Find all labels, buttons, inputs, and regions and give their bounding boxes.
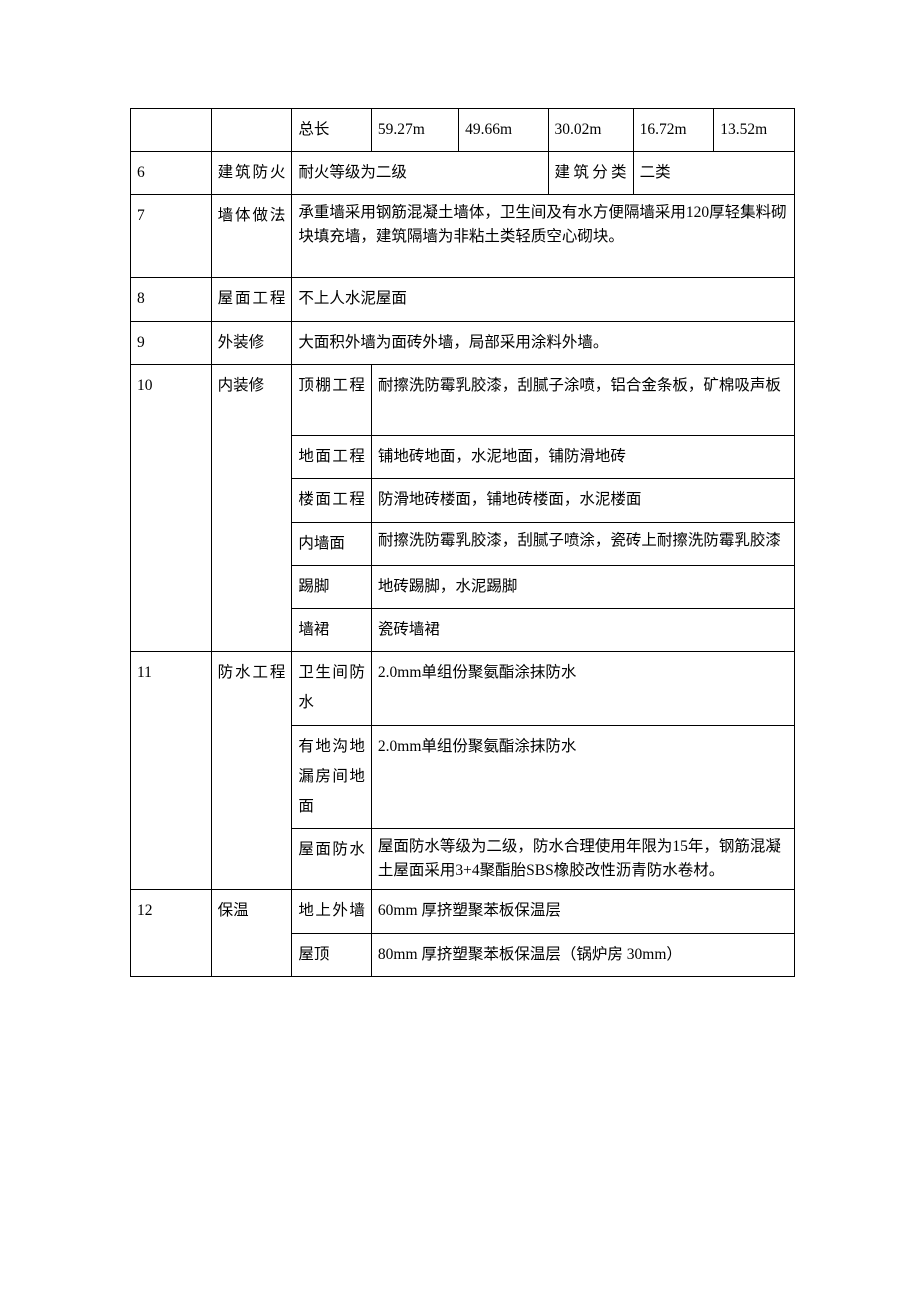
cell-body: 耐擦洗防霉乳胶漆，刮腻子涂喷，铝合金条板，矿棉吸声板 (371, 364, 794, 435)
cell-cat: 内装修 (211, 364, 292, 651)
label-text: 卫生间防水 (298, 664, 365, 711)
cell-sublabel: 有地沟地漏房间地面 (292, 725, 372, 829)
cell-body: 铺地砖地面，水泥地面，铺防滑地砖 (371, 436, 794, 479)
cell-sublabel: 墙裙 (292, 609, 372, 652)
label-text: 楼面工程 (298, 491, 365, 508)
cell-body: 60mm 厚挤塑聚苯板保温层 (371, 890, 794, 933)
cell-sublabel: 内墙面 (292, 522, 372, 565)
cell-value: 16.72m (633, 109, 714, 152)
cell-sublabel: 顶棚工程 (292, 364, 372, 435)
label-text: 屋面防水 (298, 841, 365, 858)
table-row: 11 防水工程 卫生间防水 2.0mm单组份聚氨酯涂抹防水 (131, 652, 795, 725)
cell-num: 10 (131, 364, 212, 651)
cell-label: 总长 (292, 109, 372, 152)
cell-num: 8 (131, 278, 212, 321)
table-row: 总长 59.27m 49.66m 30.02m 16.72m 13.52m (131, 109, 795, 152)
cell-blank (131, 109, 212, 152)
spec-table: 总长 59.27m 49.66m 30.02m 16.72m 13.52m 6 … (130, 108, 795, 977)
cat-text: 墙体做法 (218, 207, 286, 224)
cell-cat: 外装修 (211, 321, 292, 364)
cell-num: 6 (131, 152, 212, 195)
cell-num: 12 (131, 890, 212, 976)
cell-num: 11 (131, 652, 212, 890)
table-row: 9 外装修 大面积外墙为面砖外墙，局部采用涂料外墙。 (131, 321, 795, 364)
document-page: 总长 59.27m 49.66m 30.02m 16.72m 13.52m 6 … (0, 0, 920, 1302)
cell-sublabel: 踢脚 (292, 565, 372, 608)
cell-body: 防滑地砖楼面，铺地砖楼面，水泥楼面 (371, 479, 794, 522)
cell-body: 地砖踢脚，水泥踢脚 (371, 565, 794, 608)
cell-cat: 建筑防火 (211, 152, 292, 195)
cell-sublabel: 地面工程 (292, 436, 372, 479)
cell-value: 30.02m (548, 109, 633, 152)
cell-body: 大面积外墙为面砖外墙，局部采用涂料外墙。 (292, 321, 795, 364)
cell-body: 承重墙采用钢筋混凝土墙体，卫生间及有水方便隔墙采用120厚轻集料砌块填充墙，建筑… (292, 195, 795, 278)
cell-num: 7 (131, 195, 212, 278)
cell-body: 屋面防水等级为二级，防水合理使用年限为15年，钢筋混凝土屋面采用3+4聚酯胎SB… (371, 829, 794, 890)
cat-text: 建筑防火 (218, 164, 286, 181)
cat-text: 防水工程 (218, 664, 286, 681)
label-text: 顶棚工程 (298, 377, 365, 394)
cell-body: 80mm 厚挤塑聚苯板保温层（锅炉房 30mm） (371, 933, 794, 976)
cell-blank (211, 109, 292, 152)
cell-body: 2.0mm单组份聚氨酯涂抹防水 (371, 725, 794, 829)
cell-sublabel: 屋顶 (292, 933, 372, 976)
cell-cat: 墙体做法 (211, 195, 292, 278)
label-text: 建筑分类 (555, 164, 627, 181)
cell-sublabel: 地上外墙 (292, 890, 372, 933)
cell-cat: 屋面工程 (211, 278, 292, 321)
table-row: 8 屋面工程 不上人水泥屋面 (131, 278, 795, 321)
table-row: 7 墙体做法 承重墙采用钢筋混凝土墙体，卫生间及有水方便隔墙采用120厚轻集料砌… (131, 195, 795, 278)
table-row: 12 保温 地上外墙 60mm 厚挤塑聚苯板保温层 (131, 890, 795, 933)
cell-sublabel: 卫生间防水 (292, 652, 372, 725)
cell-body: 耐火等级为二级 (292, 152, 548, 195)
cell-value: 13.52m (714, 109, 795, 152)
cell-body: 2.0mm单组份聚氨酯涂抹防水 (371, 652, 794, 725)
cell-label: 建筑分类 (548, 152, 633, 195)
cell-cat: 防水工程 (211, 652, 292, 890)
cell-sublabel: 楼面工程 (292, 479, 372, 522)
cell-body: 瓷砖墙裙 (371, 609, 794, 652)
cell-value: 59.27m (371, 109, 458, 152)
label-text: 有地沟地漏房间地面 (298, 738, 365, 815)
cell-num: 9 (131, 321, 212, 364)
label-text: 地上外墙 (298, 902, 365, 919)
cell-value: 49.66m (459, 109, 548, 152)
cell-body: 不上人水泥屋面 (292, 278, 795, 321)
cell-sublabel: 屋面防水 (292, 829, 372, 890)
cat-text: 屋面工程 (218, 290, 286, 307)
table-row: 10 内装修 顶棚工程 耐擦洗防霉乳胶漆，刮腻子涂喷，铝合金条板，矿棉吸声板 (131, 364, 795, 435)
cell-cat: 保温 (211, 890, 292, 976)
label-text: 地面工程 (298, 448, 365, 465)
table-row: 6 建筑防火 耐火等级为二级 建筑分类 二类 (131, 152, 795, 195)
cell-body: 二类 (633, 152, 794, 195)
cell-body: 耐擦洗防霉乳胶漆，刮腻子喷涂，瓷砖上耐擦洗防霉乳胶漆 (371, 522, 794, 565)
